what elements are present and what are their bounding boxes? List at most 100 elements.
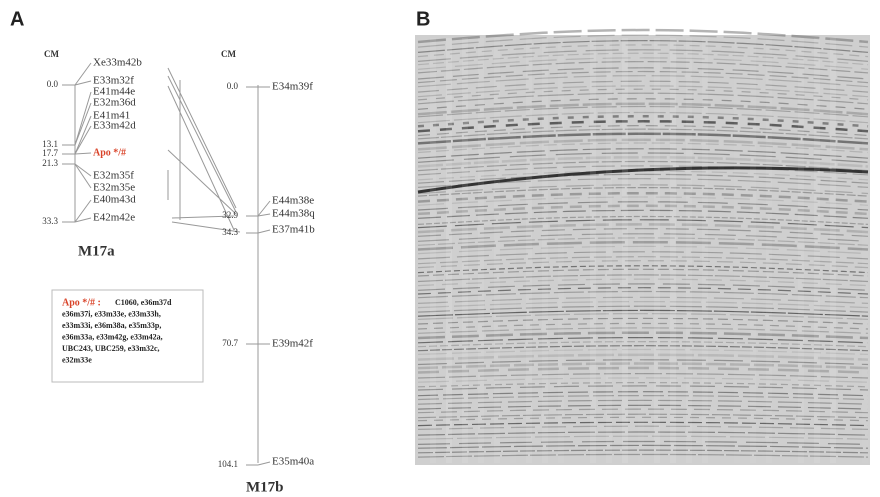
band <box>417 105 869 118</box>
marker-label: E44m38q <box>272 208 315 220</box>
lane <box>686 38 692 463</box>
band <box>417 444 869 449</box>
band <box>417 120 869 133</box>
band <box>417 67 869 80</box>
band <box>417 114 869 128</box>
band <box>417 128 869 140</box>
lane <box>478 38 484 463</box>
band <box>417 287 869 295</box>
band <box>417 366 869 374</box>
connector <box>74 115 92 155</box>
marker-label: Apo */# <box>93 147 126 158</box>
lane <box>526 38 532 463</box>
band <box>417 240 869 251</box>
position-label: 32.9 <box>222 210 238 220</box>
gel-bands <box>417 28 869 463</box>
band <box>417 453 869 458</box>
lane <box>766 38 772 463</box>
marker-label: E32m35f <box>93 170 134 182</box>
band <box>417 449 869 454</box>
band <box>417 49 869 62</box>
band <box>417 265 869 274</box>
lane <box>622 38 628 463</box>
connector <box>257 213 271 217</box>
band <box>417 228 869 237</box>
band <box>417 111 869 124</box>
band <box>417 70 869 84</box>
lane <box>606 38 612 463</box>
lane <box>494 38 500 463</box>
lane <box>446 38 452 463</box>
lane <box>702 38 708 463</box>
band <box>417 166 869 194</box>
marker-label: E39m42f <box>272 338 313 350</box>
band <box>417 274 869 283</box>
band <box>417 440 869 445</box>
band <box>417 399 869 405</box>
band <box>417 186 869 197</box>
band <box>417 237 869 246</box>
band <box>417 362 869 370</box>
band <box>417 305 869 313</box>
connector <box>74 163 92 177</box>
lane <box>558 38 564 463</box>
band <box>417 52 869 66</box>
band <box>417 381 869 388</box>
labels: 0.0 13.117.721.3 33.3 Xe33m42b E33m32fE41m44… <box>42 57 315 470</box>
position-label: 0.0 <box>47 79 59 89</box>
position-label: 21.3 <box>42 158 58 168</box>
band <box>417 223 869 234</box>
lane <box>782 38 788 463</box>
lane <box>718 38 724 463</box>
unit-label: CM <box>44 49 59 59</box>
band <box>417 408 869 414</box>
band <box>417 340 869 348</box>
band <box>417 152 869 163</box>
lane <box>830 38 836 463</box>
position-label: 13.1 <box>42 139 58 149</box>
position-label: 70.7 <box>222 338 238 348</box>
band <box>417 260 869 269</box>
band <box>417 160 869 172</box>
band <box>417 413 869 419</box>
band <box>417 313 869 320</box>
band <box>417 219 869 229</box>
band <box>417 345 869 352</box>
marker-label: E33m32f <box>93 75 134 87</box>
band <box>417 34 869 48</box>
band <box>417 28 869 44</box>
lane <box>430 38 436 463</box>
band <box>417 132 869 145</box>
band <box>417 102 869 116</box>
panel-label: B <box>416 8 430 30</box>
position-label: 0.0 <box>227 81 239 91</box>
band <box>417 331 869 340</box>
marker-label: E41m44e <box>93 86 135 98</box>
position-label: 17.7 <box>42 148 58 158</box>
band <box>417 184 869 195</box>
legend-box <box>51 289 204 383</box>
band <box>417 233 869 242</box>
band <box>417 327 869 334</box>
position-label: 104.1 <box>218 459 238 469</box>
band <box>417 88 869 101</box>
band <box>417 416 869 422</box>
lane <box>846 38 852 463</box>
marker-label: E33m42d <box>93 120 136 132</box>
connector <box>257 200 271 217</box>
connector <box>74 199 92 223</box>
connector <box>74 80 92 86</box>
band <box>417 245 869 255</box>
marker-label: Xe33m42b <box>93 57 142 69</box>
legend-title: Apo */# : <box>62 297 101 308</box>
band <box>417 148 869 159</box>
lane <box>814 38 820 463</box>
band <box>417 215 869 225</box>
lane <box>750 38 756 463</box>
legend-text: e36m37i, e33m33e, e33m33h, <box>62 309 161 318</box>
band <box>417 92 869 105</box>
band <box>417 353 869 361</box>
legend-text: C1060, e36m37d <box>115 298 172 307</box>
band <box>417 39 869 53</box>
connector <box>74 217 92 223</box>
